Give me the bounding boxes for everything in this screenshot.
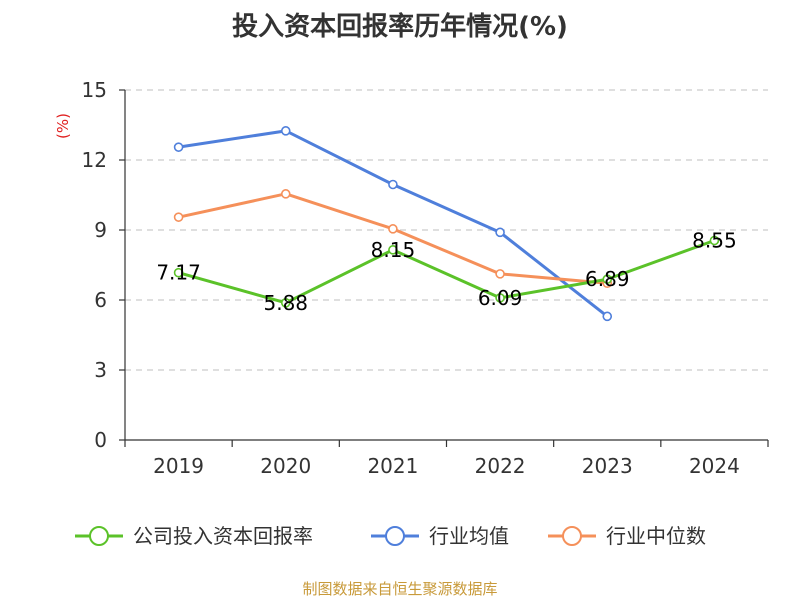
series-layer <box>173 126 720 322</box>
data-label: 6.89 <box>585 267 630 291</box>
source-note: 制图数据来自恒生聚源数据库 <box>302 580 497 598</box>
series-point <box>173 212 184 222</box>
series-point <box>602 274 613 285</box>
series-point <box>280 126 291 136</box>
gridlines <box>125 89 768 371</box>
y-tick-label: 6 <box>94 288 107 312</box>
legend-item: 行业均值 <box>371 524 509 548</box>
y-tick-label: 3 <box>94 358 107 382</box>
legend-marker <box>562 526 582 546</box>
data-label: 6.09 <box>478 286 523 310</box>
series-point <box>602 311 613 322</box>
x-tick-label: 2024 <box>689 454 740 478</box>
series-point <box>388 224 398 234</box>
series-line <box>178 239 715 305</box>
legend-marker <box>89 526 109 546</box>
series-point <box>388 179 398 190</box>
legend-label: 行业均值 <box>429 524 509 548</box>
x-tick-label: 2023 <box>582 454 633 478</box>
chart-title: 投入资本回报率历年情况(%) <box>232 11 568 42</box>
series-point <box>280 189 291 199</box>
legend-label: 公司投入资本回报率 <box>133 524 313 548</box>
legend: 公司投入资本回报率 行业均值 行业中位数 <box>75 524 706 548</box>
x-tick-label: 2022 <box>475 454 526 478</box>
x-tick-label: 2021 <box>367 454 418 478</box>
series-point <box>495 269 505 279</box>
data-label: 8.15 <box>371 238 416 262</box>
x-tick-label: 2020 <box>260 454 311 478</box>
series-point <box>495 293 505 303</box>
data-label: 7.17 <box>156 261 201 285</box>
legend-item: 公司投入资本回报率 <box>75 524 313 548</box>
legend-label: 行业中位数 <box>606 524 706 548</box>
series-point <box>173 267 184 278</box>
series-line <box>178 129 609 318</box>
data-labels: 7.17 5.88 8.15 6.09 6.89 8.55 <box>156 229 736 315</box>
legend-marker <box>385 526 405 546</box>
y-tick-label: 0 <box>94 428 107 452</box>
data-label: 8.55 <box>692 229 737 253</box>
axes: 0 3 6 9 12 15 2019 2020 2021 2022 2023 2024 <box>82 78 769 478</box>
y-tick-label: 9 <box>94 218 107 242</box>
x-tick-label: 2019 <box>153 454 204 478</box>
y-tick-label: 12 <box>82 148 107 172</box>
y-tick-label: 15 <box>82 78 107 102</box>
series-point <box>388 245 398 255</box>
y-axis-label: (%) <box>54 113 72 139</box>
legend-item: 行业中位数 <box>548 524 706 548</box>
series-point <box>495 227 505 238</box>
series-point <box>173 142 184 152</box>
series-point <box>709 235 720 246</box>
data-label: 5.88 <box>263 291 308 315</box>
series-point <box>280 297 291 308</box>
